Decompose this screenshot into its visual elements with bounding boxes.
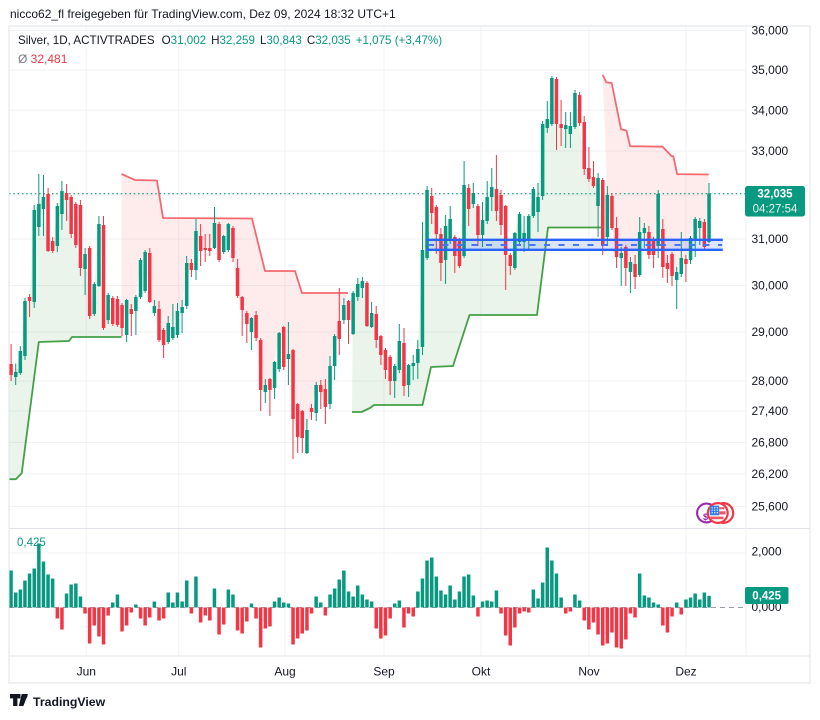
svg-text:27,400: 27,400	[752, 404, 789, 418]
svg-text:0,425: 0,425	[752, 591, 781, 603]
svg-text:0,425: 0,425	[17, 537, 46, 549]
svg-text:30,000: 30,000	[752, 279, 789, 293]
svg-text:nicco62_fl freigegeben für Tra: nicco62_fl freigegeben für TradingView.c…	[10, 7, 396, 21]
svg-text:32,035: 32,035	[757, 189, 793, 201]
svg-text:25,600: 25,600	[752, 500, 789, 514]
svg-text:Sep: Sep	[373, 665, 395, 679]
svg-text:Jul: Jul	[171, 665, 186, 679]
svg-text:Ø 32,481: Ø 32,481	[18, 52, 68, 66]
svg-text:Okt: Okt	[472, 665, 491, 679]
svg-text:36,000: 36,000	[752, 24, 789, 38]
svg-text:28,000: 28,000	[752, 374, 789, 388]
svg-text:$: $	[703, 512, 708, 522]
svg-text:34,000: 34,000	[752, 104, 789, 118]
svg-text:26,200: 26,200	[752, 467, 789, 481]
svg-text:2,000: 2,000	[752, 545, 782, 559]
svg-text:31,000: 31,000	[752, 232, 789, 246]
svg-text:33,000: 33,000	[752, 144, 789, 158]
svg-text:Aug: Aug	[274, 665, 295, 679]
svg-text:26,800: 26,800	[752, 436, 789, 450]
svg-text:Jun: Jun	[77, 665, 96, 679]
svg-text:04:27:54: 04:27:54	[753, 204, 798, 216]
svg-text:35,000: 35,000	[752, 63, 789, 77]
svg-text:Dez: Dez	[675, 665, 696, 679]
svg-text:TradingView: TradingView	[33, 695, 106, 709]
svg-text:Nov: Nov	[578, 665, 599, 679]
svg-text:29,000: 29,000	[752, 325, 789, 339]
